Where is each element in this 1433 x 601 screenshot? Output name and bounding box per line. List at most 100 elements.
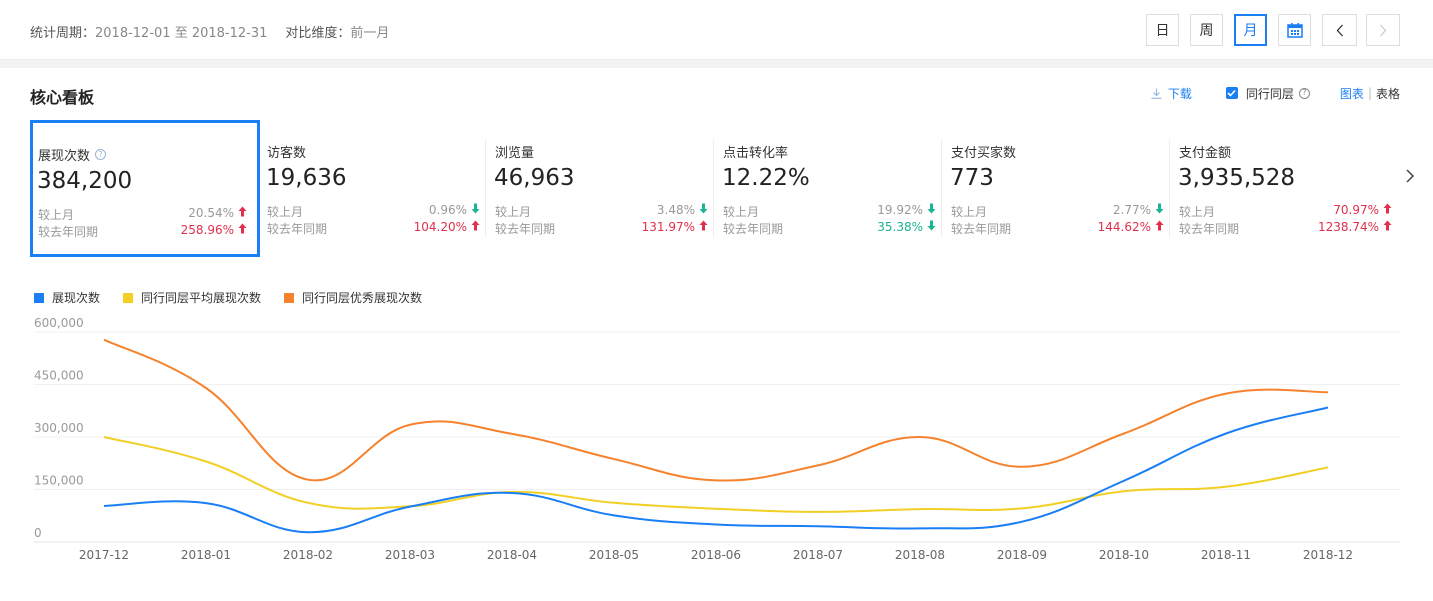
y-tick-label: 600,000 — [34, 316, 84, 330]
arrow-down-icon — [467, 203, 480, 217]
view-switch: 图表 | 表格 — [1340, 85, 1400, 102]
card-divider — [941, 140, 942, 237]
day-button[interactable]: 日 — [1146, 14, 1179, 46]
chevron-right-icon — [1380, 24, 1387, 36]
download-link[interactable]: 下载 — [1151, 85, 1192, 102]
arrow-down-icon — [695, 203, 708, 217]
day-button-label: 日 — [1155, 23, 1170, 39]
prev-period-button[interactable] — [1322, 14, 1357, 46]
calendar-button[interactable] — [1278, 14, 1311, 46]
kpi-card[interactable]: 支付买家数 773 较上月 较去年同期 2.77% 144.62% — [943, 120, 1171, 257]
legend-label-self: 展现次数 — [52, 291, 101, 305]
kpi-value: 12.22% — [722, 165, 810, 191]
x-tick-label: 2018-12 — [1303, 548, 1353, 562]
kpi-name: 点击转化率 — [723, 146, 789, 161]
kpi-name: 展现次数 ? — [38, 145, 107, 164]
x-tick-label: 2018-11 — [1201, 548, 1251, 562]
kpi-yoy-label: 较去年同期 — [267, 222, 328, 236]
kpi-value: 384,200 — [37, 168, 133, 194]
kpi-card[interactable]: 访客数 19,636 较上月 较去年同期 0.96% 104.20% — [259, 120, 487, 257]
compare-label: 对比维度： — [285, 26, 351, 41]
chevron-right-icon — [1406, 169, 1415, 183]
x-tick-label: 2018-03 — [385, 548, 435, 562]
board-tools: 下载 同行同层 ? 图表 | 表格 — [1151, 85, 1400, 101]
arrow-down-icon — [923, 220, 936, 234]
kpi-yoy-label: 较去年同期 — [723, 222, 784, 236]
card-divider — [713, 140, 714, 237]
arrow-up-icon — [467, 220, 480, 234]
x-tick-label: 2017-12 — [79, 548, 129, 562]
arrow-up-icon — [1151, 220, 1164, 234]
x-tick-label: 2018-06 — [691, 548, 741, 562]
x-tick-label: 2018-01 — [181, 548, 231, 562]
kpi-yoy-change: 131.97% — [642, 220, 708, 234]
top-bar: 统计周期：2018-12-01 至 2018-12-31 对比维度：前一月 日 周… — [0, 0, 1433, 60]
kpi-value: 3,935,528 — [1178, 165, 1296, 191]
kpi-mom-label: 较上月 — [495, 205, 532, 219]
kpi-name: 访客数 — [267, 146, 307, 161]
view-chart-link[interactable]: 图表 — [1339, 86, 1364, 101]
kpi-name: 支付金额 — [1179, 146, 1232, 161]
kpi-yoy-label: 较去年同期 — [495, 222, 556, 236]
legend-item-self[interactable]: 展现次数 — [34, 289, 100, 306]
kpi-mom-label: 较上月 — [1179, 205, 1216, 219]
kpi-yoy-label: 较去年同期 — [1179, 222, 1240, 236]
kpi-mom-change: 3.48% — [657, 203, 708, 217]
kpi-mom-change: 19.92% — [877, 203, 936, 217]
y-tick-label: 0 — [34, 526, 42, 540]
view-table-link[interactable]: 表格 — [1375, 86, 1400, 101]
line-chart: 600,000 450,000 300,000 150,000 0 2017-12 2018… — [34, 316, 1400, 562]
series-line-top — [103, 338, 1329, 482]
arrow-up-icon — [695, 220, 708, 234]
download-label: 下载 — [1167, 86, 1192, 101]
x-tick-label: 2018-04 — [487, 548, 537, 562]
kpi-yoy-label: 较去年同期 — [38, 225, 99, 239]
peer-label: 同行同层 — [1245, 86, 1294, 101]
kpi-card[interactable]: 浏览量 46,963 较上月 较去年同期 3.48% 131.97% — [487, 120, 715, 257]
x-tick-label: 2018-09 — [997, 548, 1047, 562]
card-divider — [485, 140, 486, 237]
cards-next-button[interactable] — [1405, 168, 1425, 190]
kpi-yoy-change: 144.62% — [1098, 220, 1164, 234]
kpi-mom-change: 20.54% — [188, 206, 247, 220]
month-button[interactable]: 月 — [1234, 14, 1267, 46]
kpi-name: 支付买家数 — [951, 146, 1017, 161]
board-title: 核心看板 — [30, 88, 95, 107]
legend-item-top[interactable]: 同行同层优秀展现次数 — [284, 289, 422, 306]
kpi-yoy-label: 较去年同期 — [951, 222, 1012, 236]
arrow-down-icon — [1151, 203, 1164, 217]
kpi-value: 46,963 — [494, 165, 575, 191]
kpi-yoy-change: 104.20% — [414, 220, 480, 234]
kpi-value: 773 — [950, 165, 994, 191]
kpi-yoy-change: 258.96% — [181, 223, 247, 237]
arrow-up-icon — [234, 223, 247, 237]
kpi-mom-label: 较上月 — [267, 205, 304, 219]
arrow-up-icon — [1379, 220, 1392, 234]
x-tick-label: 2018-05 — [589, 548, 639, 562]
y-tick-label: 300,000 — [34, 421, 84, 435]
legend-swatch-avg — [123, 292, 134, 303]
chevron-left-icon — [1336, 24, 1343, 36]
kpi-card[interactable]: 点击转化率 12.22% 较上月 较去年同期 19.92% 35.38% — [715, 120, 943, 257]
download-icon — [1151, 88, 1162, 99]
arrow-up-icon — [234, 206, 247, 220]
peer-toggle[interactable]: 同行同层 ? — [1225, 85, 1310, 102]
kpi-mom-label: 较上月 — [951, 205, 988, 219]
kpi-card[interactable]: 支付金额 3,935,528 较上月 较去年同期 70.97% 1238.74% — [1171, 120, 1399, 257]
x-tick-label: 2018-10 — [1099, 548, 1149, 562]
x-tick-label: 2018-02 — [283, 548, 333, 562]
legend-label-avg: 同行同层平均展现次数 — [141, 291, 262, 305]
next-period-button[interactable] — [1366, 14, 1400, 46]
kpi-mom-change: 70.97% — [1333, 203, 1392, 217]
checkbox-checked-icon[interactable] — [1225, 87, 1238, 99]
period-info: 统计周期：2018-12-01 至 2018-12-31 对比维度：前一月 — [30, 22, 389, 41]
help-icon[interactable]: ? — [1298, 87, 1310, 99]
week-button[interactable]: 周 — [1190, 14, 1223, 46]
kpi-card[interactable]: 展现次数 ? 384,200 较上月 较去年同期 20.54% 258.96% — [30, 120, 260, 257]
kpi-mom-label: 较上月 — [38, 208, 75, 222]
legend-item-avg[interactable]: 同行同层平均展现次数 — [123, 289, 261, 306]
month-button-label: 月 — [1243, 23, 1258, 39]
kpi-mom-change: 2.77% — [1113, 203, 1164, 217]
help-icon[interactable]: ? — [95, 149, 107, 160]
